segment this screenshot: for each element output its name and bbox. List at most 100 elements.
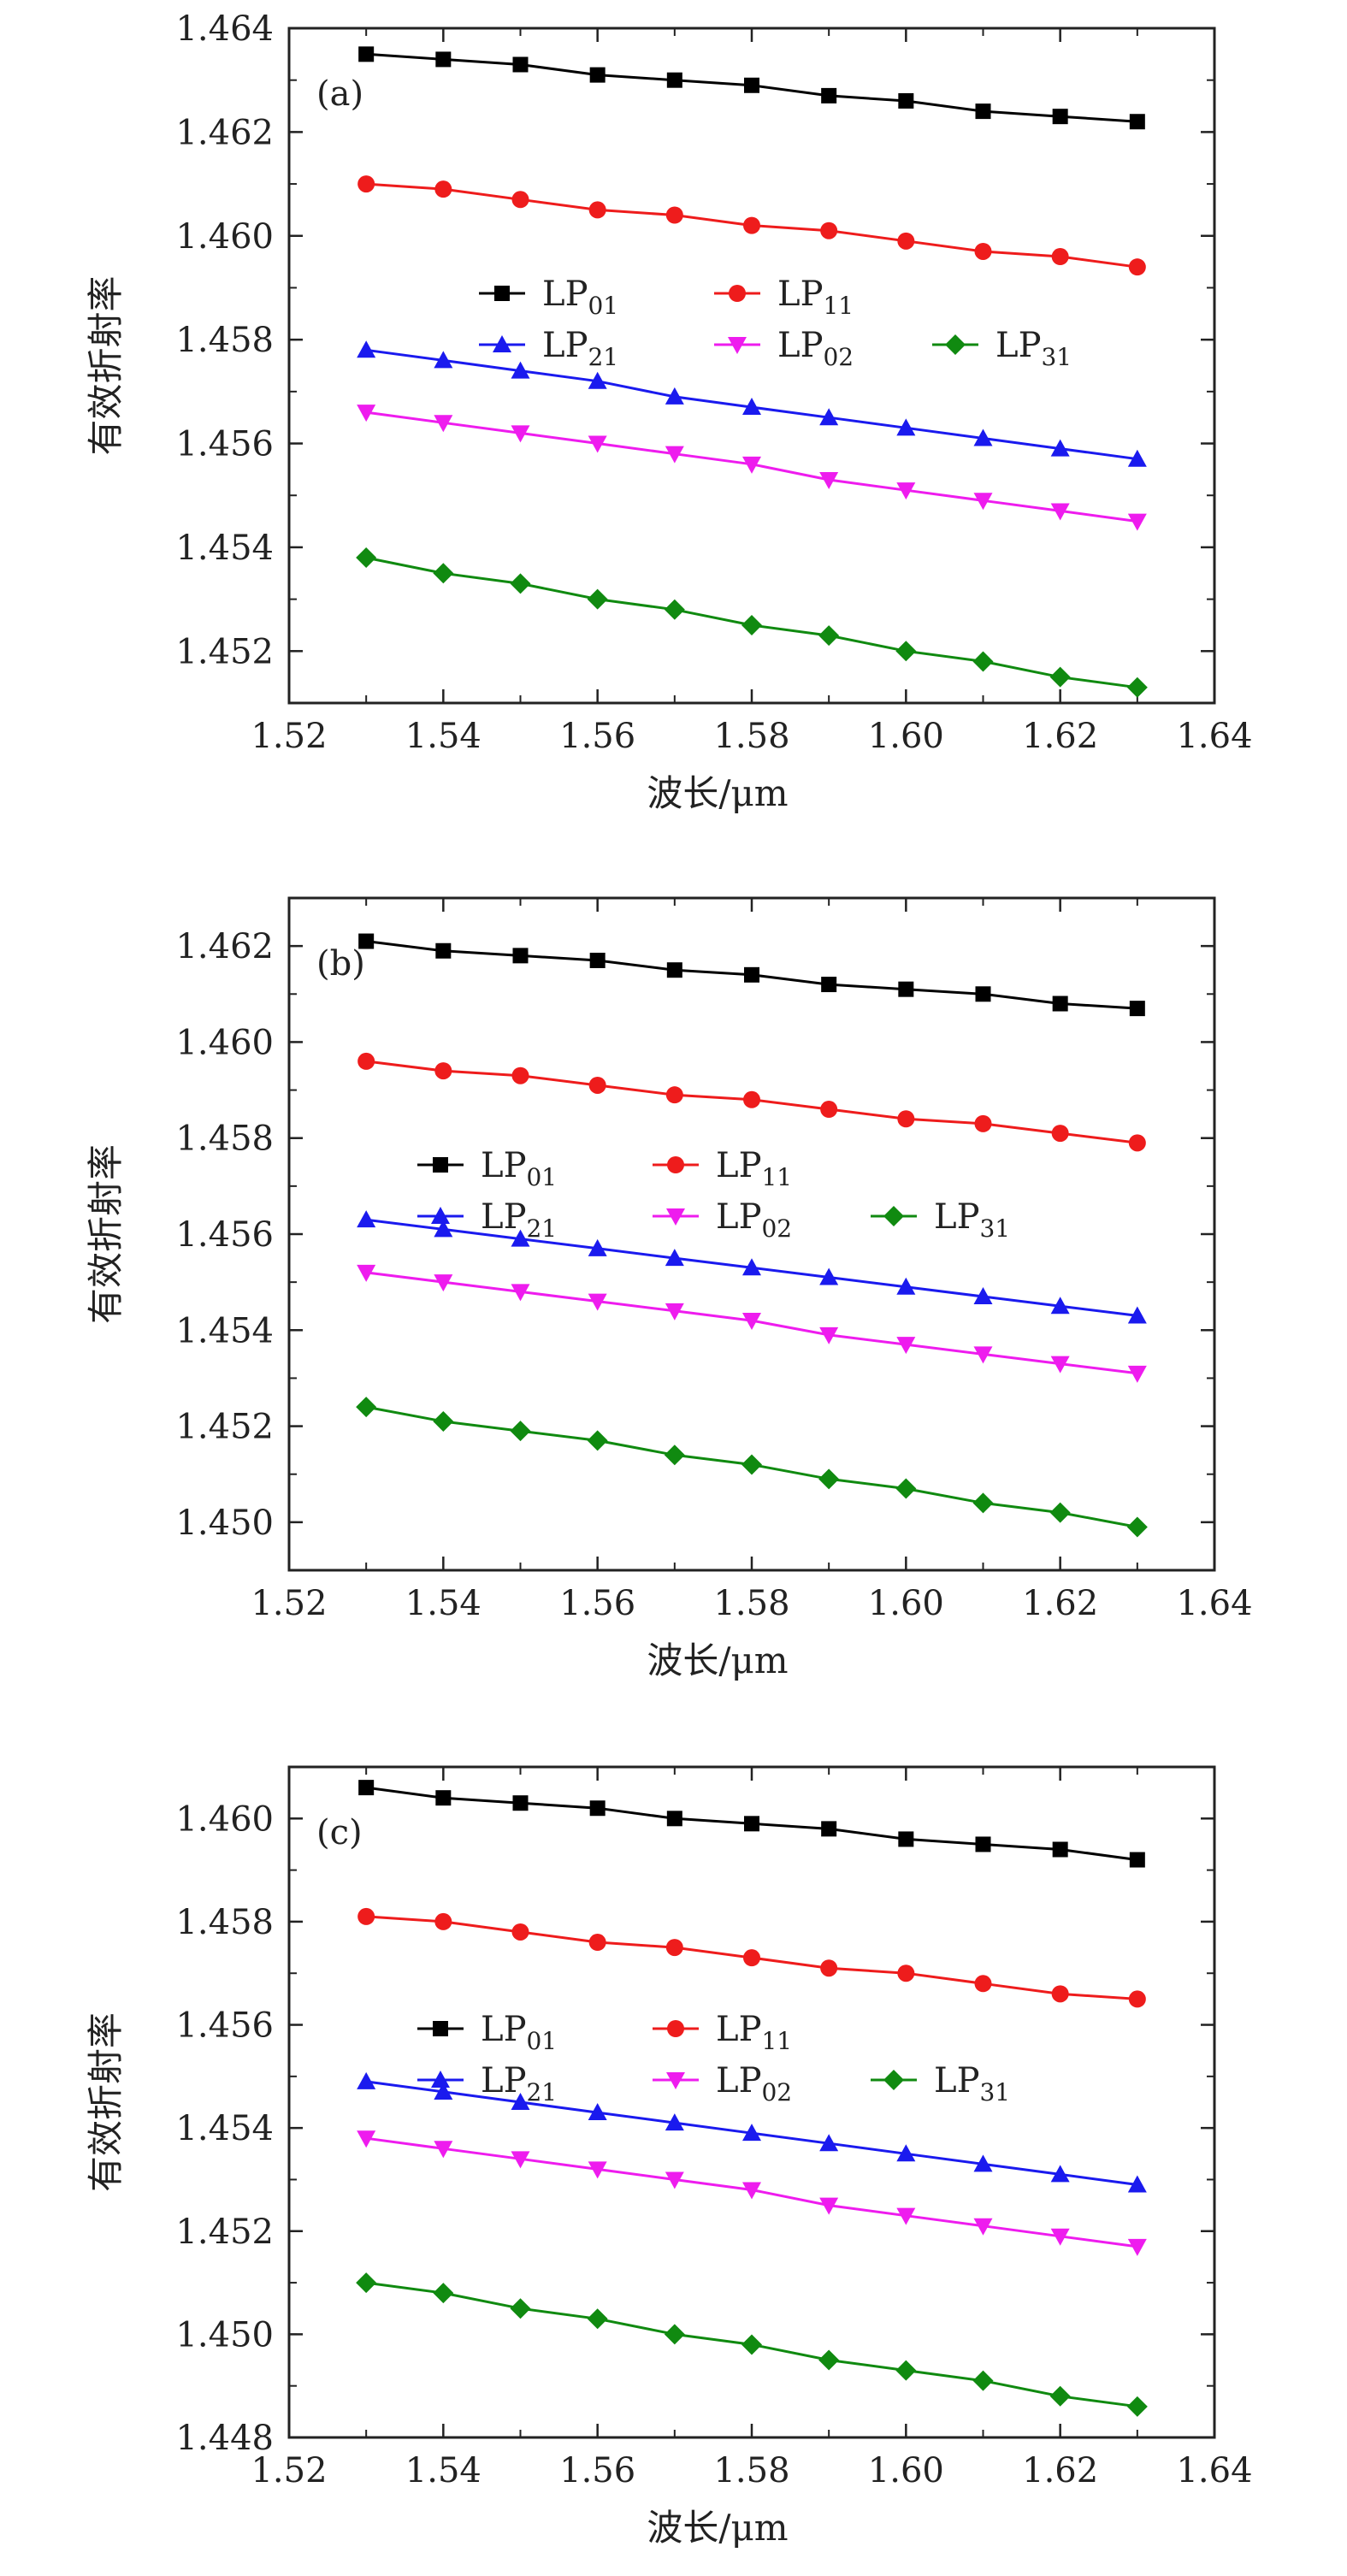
x-axis-title: 波长/μm [647,772,788,814]
data-point [587,1430,608,1451]
legend-item-LP21: LP21 [417,2061,557,2106]
y-tick-label: 1.458 [175,1120,274,1159]
legend-marker [433,2021,448,2036]
legend-marker [728,337,747,354]
x-tick-label: 1.52 [251,1584,327,1623]
x-tick-label: 1.64 [1176,2451,1252,2490]
legend-label: LP11 [716,2010,792,2055]
y-tick-label: 1.452 [175,2213,274,2252]
data-point [896,1337,916,1355]
series-LP11 [357,1052,1146,1152]
legend-label: LP01 [481,1146,557,1191]
legend-label-main: LP [542,275,588,314]
data-point [819,408,839,426]
panel-label: (a) [316,74,363,114]
data-point [1051,1985,1069,2003]
chart-panel-1: 1.52 1.54 1.56 1.58 1.60 1.62 1.64 1.452 1.454 1.… [85,9,1253,814]
data-point [512,56,529,73]
y-tick-label: 1.448 [175,2419,274,2458]
data-point [511,1066,529,1084]
series-LP02 [357,1264,1147,1383]
x-tick-label: 1.62 [1022,717,1098,756]
data-point [898,92,914,109]
legend-label-main: LP [481,1197,526,1237]
data-point [434,2082,453,2100]
data-point [588,201,606,219]
legend-marker [431,1207,450,1224]
y-tick-label: 1.458 [175,1903,274,1942]
data-point [1126,2396,1148,2417]
data-point [895,1478,917,1499]
legend-label: LP02 [777,326,854,371]
data-point [820,1959,838,1977]
legend-marker [883,1206,904,1226]
data-point [895,2360,917,2381]
series-LP02 [357,405,1147,531]
legend-item-LP11: LP11 [714,275,854,320]
legend-marker [493,335,511,352]
x-tick-label: 1.54 [405,2451,481,2490]
data-point [589,952,606,968]
data-point [819,1267,839,1285]
legend-label: LP21 [542,326,618,371]
data-point [820,222,838,239]
data-point [1127,2238,1147,2256]
legend-label-subscript: 11 [761,1163,792,1191]
x-tick-label: 1.60 [868,1584,944,1623]
data-point [357,1907,375,1925]
panel-label: (b) [316,944,365,984]
legend-label-main: LP [481,2010,526,2049]
data-point [665,2113,684,2131]
data-point [511,1284,530,1302]
x-tick-label: 1.64 [1176,1584,1252,1623]
data-point [665,1086,683,1104]
data-point [973,428,993,446]
legend-label-subscript: 31 [979,1214,1010,1243]
data-point [975,986,991,1002]
data-point [357,1052,375,1070]
chart-panel-2: 1.52 1.54 1.56 1.58 1.60 1.62 1.64 1.450 1.452 1.… [85,896,1253,1681]
legend-label: LP21 [481,2061,557,2106]
data-point [434,1274,453,1292]
data-point [897,232,915,250]
y-tick-label: 1.450 [175,2315,274,2354]
x-tick-label: 1.58 [713,2451,789,2490]
data-point [896,418,916,436]
x-tick-label: 1.54 [405,717,481,756]
data-point [1050,2228,1070,2246]
legend-label-subscript: 01 [526,2027,557,2055]
data-point [357,1210,376,1228]
y-tick-label: 1.456 [175,2006,274,2046]
y-axis-title: 有效折射率 [85,1144,127,1324]
series-LP01 [358,1780,1145,1868]
data-point [973,493,993,511]
y-tick-label: 1.460 [175,1023,274,1062]
x-axis-title: 波长/μm [647,2507,788,2549]
data-point [1129,1852,1145,1868]
legend-label-subscript: 21 [526,1214,557,1243]
series-LP31 [356,547,1148,698]
data-point [510,1421,531,1442]
data-point [744,1816,759,1832]
legend-label-main: LP [995,326,1041,365]
data-point [587,588,608,610]
data-point [1050,2165,1070,2183]
x-tick-label: 1.62 [1022,1584,1098,1623]
data-point [510,573,531,594]
legend-item-LP02: LP02 [653,1197,792,1243]
data-point [819,472,839,490]
legend-item-LP01: LP01 [417,2010,557,2055]
data-point [589,67,606,83]
series-LP21 [357,2071,1147,2193]
data-point [587,2308,608,2330]
data-point [511,1923,529,1941]
data-point [743,1090,760,1108]
y-tick-label: 1.454 [175,2109,274,2148]
legend-label-main: LP [716,1197,761,1237]
data-point [896,482,916,500]
legend-item-LP01: LP01 [417,1146,557,1191]
data-point [821,87,837,103]
data-point [357,175,375,193]
